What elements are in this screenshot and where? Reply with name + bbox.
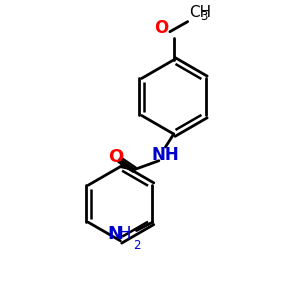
Text: O: O: [154, 19, 168, 37]
Text: NH: NH: [152, 146, 179, 164]
Text: O: O: [108, 148, 124, 166]
Text: 2: 2: [134, 239, 141, 252]
Text: H: H: [118, 224, 131, 242]
Text: N: N: [107, 224, 122, 242]
Text: CH: CH: [189, 5, 211, 20]
Text: 3: 3: [200, 10, 208, 23]
